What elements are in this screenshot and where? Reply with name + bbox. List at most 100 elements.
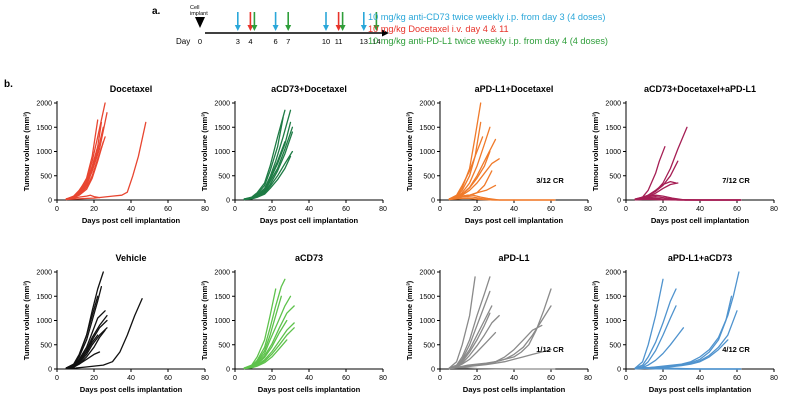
y-tick-label: 2000 [36, 270, 52, 277]
x-tick-label: 20 [473, 206, 481, 213]
series-line-1 [448, 276, 476, 369]
series-line-1 [634, 126, 688, 200]
docetaxel-dose-arrow-icon [247, 12, 254, 31]
series-line-10 [448, 194, 556, 201]
cd73-dose-arrow-icon [272, 12, 279, 31]
x-tick-label: 0 [438, 375, 442, 382]
treatment-timeline: Cell implant Day 0 3 4 6 7 10 11 13 14 [176, 5, 389, 46]
implant-label-line1: Cell [190, 5, 199, 11]
chart-title: aCD73+Docetaxel [271, 84, 347, 94]
x-tick-label: 0 [55, 375, 59, 382]
timeline-day-label: 0 [198, 37, 202, 46]
timeline-day-label: 7 [286, 37, 290, 46]
cr-annotation: 7/12 CR [722, 176, 750, 185]
y-axis-label: Tumour volume (mm³) [591, 111, 600, 191]
chart-title: Docetaxel [110, 84, 153, 94]
cr-annotation: 4/12 CR [722, 345, 750, 354]
series-line-12 [448, 197, 556, 201]
x-tick-label: 80 [201, 375, 209, 382]
y-tick-label: 1500 [36, 294, 52, 301]
x-tick-label: 0 [233, 375, 237, 382]
chart-panel-4: aCD73+Docetaxel+aPD-L1 0 500 1000 1500 2000 0 2… [591, 84, 778, 225]
timeline-day-label: 14 [372, 37, 380, 46]
x-axis-label: Days post cells implantation [80, 385, 183, 394]
y-tick-label: 500 [40, 173, 52, 180]
x-tick-label: 80 [770, 206, 778, 213]
x-tick-label: 40 [510, 206, 518, 213]
series-line-6 [634, 295, 733, 370]
x-tick-label: 0 [624, 206, 628, 213]
series-line-9 [65, 194, 101, 200]
pdl1-dose-arrow-icon [339, 12, 346, 31]
y-tick-label: 1500 [214, 294, 230, 301]
pdl1-dose-arrow-icon [373, 12, 380, 31]
timeline-day-label: 13 [360, 37, 368, 46]
x-tick-label: 40 [305, 206, 313, 213]
series-line-2 [243, 116, 284, 200]
y-tick-label: 1500 [419, 294, 435, 301]
x-tick-label: 0 [438, 206, 442, 213]
chart-title: aCD73+Docetaxel+aPD-L1 [644, 84, 756, 94]
y-tick-label: 1000 [36, 149, 52, 156]
y-tick-label: 1000 [605, 318, 621, 325]
y-axis-label: Tumour volume (mm³) [200, 280, 209, 360]
series-line-9 [243, 339, 288, 370]
y-axis-label: Tumour volume (mm³) [22, 111, 31, 191]
series-line-12 [634, 198, 742, 201]
x-tick-label: 40 [510, 375, 518, 382]
x-tick-label: 60 [164, 375, 172, 382]
x-tick-label: 20 [268, 375, 276, 382]
x-tick-label: 60 [733, 375, 741, 382]
day-label: Day [176, 37, 190, 46]
x-tick-label: 80 [379, 375, 387, 382]
y-tick-label: 2000 [214, 101, 230, 108]
legend-anti-cd73: 10 mg/kg anti-CD73 twice weekly i.p. fro… [368, 12, 606, 22]
y-tick-label: 2000 [605, 101, 621, 108]
x-tick-label: 0 [55, 206, 59, 213]
y-tick-label: 1000 [419, 149, 435, 156]
series-line-2 [634, 288, 677, 369]
legend-anti-pd-l1: 10 mg/kg anti-PD-L1 twice weekly i.p. fr… [368, 36, 608, 46]
y-tick-label: 2000 [214, 270, 230, 277]
y-tick-label: 0 [617, 198, 621, 205]
chart-panel-6: aCD73 0 500 1000 1500 2000 0 20 40 60 80 Days post … [200, 253, 387, 394]
timeline-day-label: 3 [236, 37, 240, 46]
series-line-3 [448, 136, 484, 200]
y-tick-label: 2000 [36, 101, 52, 108]
series-line-10 [65, 351, 101, 370]
x-axis-label: Days post cell implantation [651, 216, 750, 225]
x-tick-label: 60 [547, 375, 555, 382]
x-tick-label: 0 [624, 375, 628, 382]
chart-panel-2: aCD73+Docetaxel 0 500 1000 1500 2000 0 20 40 60 80… [200, 84, 387, 225]
y-tick-label: 0 [431, 367, 435, 374]
x-axis-label: Days post cells implantation [258, 385, 361, 394]
y-tick-label: 1500 [605, 294, 621, 301]
x-tick-label: 40 [305, 375, 313, 382]
chart-panel-7: aPD-L1 0 500 1000 1500 2000 0 20 40 60 80 Days post… [405, 253, 592, 394]
docetaxel-dose-arrow-icon [335, 12, 342, 31]
y-tick-label: 1000 [214, 318, 230, 325]
timeline-day-label: 6 [274, 37, 278, 46]
panel-a-label: a. [152, 6, 161, 17]
series-line-12 [448, 367, 556, 370]
y-tick-label: 500 [218, 173, 230, 180]
x-tick-label: 80 [584, 206, 592, 213]
series-line-1 [243, 288, 277, 369]
x-tick-label: 80 [770, 375, 778, 382]
x-axis-label: Days post cell implantation [465, 216, 564, 225]
timeline-day-label: 11 [335, 37, 343, 46]
x-tick-label: 60 [164, 206, 172, 213]
timeline-day-label: 4 [248, 37, 252, 46]
x-tick-label: 60 [547, 206, 555, 213]
legend-docetaxel: 10 mg/kg Docetaxel i.v. day 4 & 11 [368, 24, 509, 34]
series-line-7 [634, 310, 738, 370]
y-axis-label: Tumour volume (mm³) [405, 280, 414, 360]
x-tick-label: 20 [90, 375, 98, 382]
series-line-5 [448, 138, 497, 200]
x-axis-label: Days post cell implantation [82, 216, 181, 225]
y-tick-label: 500 [40, 342, 52, 349]
x-tick-label: 20 [659, 206, 667, 213]
series-line-3 [65, 295, 99, 369]
y-axis-label: Tumour volume (mm³) [405, 111, 414, 191]
y-tick-label: 0 [48, 198, 52, 205]
